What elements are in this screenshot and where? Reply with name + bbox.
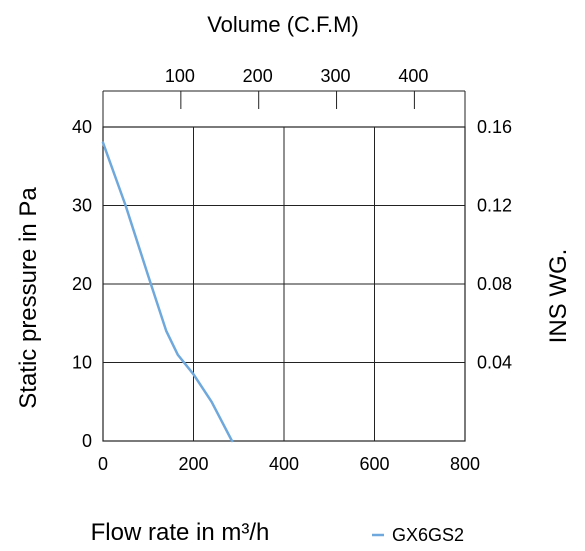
y-axis-label: Static pressure in Pa	[15, 187, 42, 409]
x-tick-label: 400	[269, 454, 299, 474]
legend: GX6GS2	[372, 525, 464, 545]
y-tick-label: 20	[72, 274, 92, 294]
top-axis-tick-label: 100	[165, 66, 195, 86]
y-tick-label: 0	[82, 431, 92, 451]
tick-labels: 0 200 400 600 800 0 10 20 30 40 0.04 0.08 0.12 0.16	[72, 117, 512, 474]
top-axis-tick-label: 400	[398, 66, 428, 86]
x-axis-label: Flow rate in m³/h	[91, 519, 270, 546]
chart-title: Volume (C.F.M)	[207, 12, 359, 37]
series-line-gx6gs2	[101, 141, 234, 443]
x-tick-label: 0	[98, 454, 108, 474]
y-tick-label: 40	[72, 117, 92, 137]
grid	[102, 126, 466, 442]
x-tick-label: 600	[359, 454, 389, 474]
x-tick-label: 800	[450, 454, 480, 474]
top-axis-tick-label: 300	[321, 66, 351, 86]
series-layer	[101, 141, 234, 443]
top-axis: 100 200 300 400	[102, 66, 466, 127]
y-tick-label: 10	[72, 353, 92, 373]
y-tick-label: 30	[72, 196, 92, 216]
y2-tick-label: 0.04	[477, 353, 512, 373]
top-axis-tick-label: 200	[243, 66, 273, 86]
x-tick-label: 200	[178, 454, 208, 474]
y2-tick-label: 0.12	[477, 196, 512, 216]
y2-tick-label: 0.08	[477, 274, 512, 294]
y2-tick-label: 0.16	[477, 117, 512, 137]
y2-axis-label: INS WG.	[545, 249, 572, 344]
legend-label: GX6GS2	[392, 525, 464, 545]
